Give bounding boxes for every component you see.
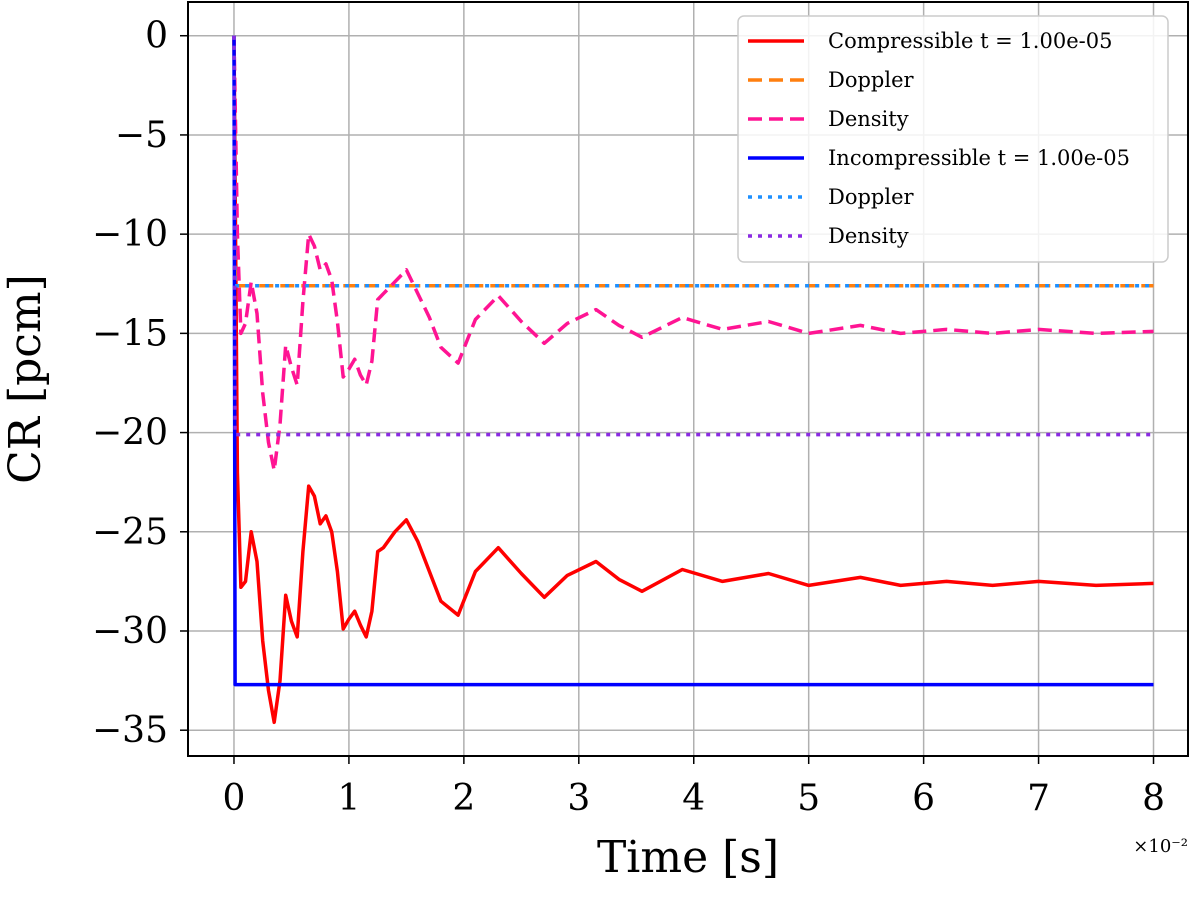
legend: Compressible t = 1.00e-05 Doppler Density I… bbox=[737, 15, 1169, 263]
legend-box bbox=[737, 15, 1169, 263]
y-tick-label: −5 bbox=[115, 115, 168, 156]
legend-label: Density bbox=[828, 224, 909, 248]
series-incompressible-density-line bbox=[232, 35, 1154, 437]
legend-label: Incompressible t = 1.00e-05 bbox=[828, 146, 1130, 170]
x-tick-label: 1 bbox=[337, 778, 360, 819]
x-tick-label: 7 bbox=[1027, 778, 1050, 819]
y-axis-label: CR [pcm] bbox=[0, 274, 51, 484]
x-tick-label: 8 bbox=[1142, 778, 1165, 819]
series-compressible-density-line bbox=[232, 35, 1154, 473]
series-compressible-line bbox=[232, 35, 1154, 725]
y-tick-label: −25 bbox=[92, 512, 168, 553]
x-tick-label: 5 bbox=[797, 778, 820, 819]
x-axis-label: Time [s] bbox=[597, 832, 779, 883]
plot-frame bbox=[187, 1, 1189, 757]
legend-label: Doppler bbox=[828, 185, 915, 209]
x-tick-label: 2 bbox=[452, 778, 475, 819]
y-tick-label: −15 bbox=[92, 313, 168, 354]
y-tick-label: −10 bbox=[92, 214, 168, 255]
series-layer bbox=[232, 35, 1154, 725]
legend-label: Density bbox=[828, 107, 909, 131]
legend-label: Doppler bbox=[828, 68, 915, 92]
x-tick-label: 3 bbox=[567, 778, 590, 819]
tick-labels: 0 1 2 3 4 5 6 7 8 0 −5 −10 −15 −20 −25 −30 −35 bbox=[92, 16, 1165, 819]
legend-label: Compressible t = 1.00e-05 bbox=[828, 29, 1112, 53]
x-tick-label: 0 bbox=[223, 778, 246, 819]
y-tick-label: −30 bbox=[92, 611, 168, 652]
x-tick-label: 6 bbox=[912, 778, 935, 819]
y-tick-label: 0 bbox=[145, 16, 168, 57]
x-tick-label: 4 bbox=[682, 778, 705, 819]
series-incompressible-line bbox=[232, 35, 1154, 687]
y-tick-label: −35 bbox=[92, 710, 168, 751]
x-axis-scale-note: ×10⁻² bbox=[1133, 836, 1188, 857]
y-tick-label: −20 bbox=[92, 413, 168, 454]
axis-ticks bbox=[180, 34, 1155, 764]
